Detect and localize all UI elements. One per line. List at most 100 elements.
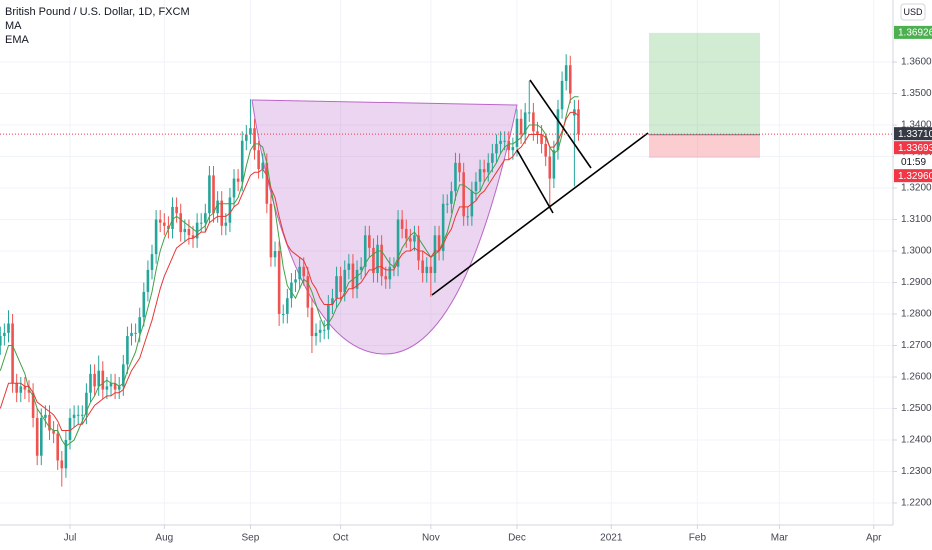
x-tick-label: 2021 — [600, 533, 623, 544]
trend-lines — [431, 79, 649, 296]
y-tick-label: 1.23000 — [901, 466, 932, 477]
candle-body — [380, 244, 383, 277]
candle-body — [437, 235, 441, 252]
candle-body — [253, 128, 256, 151]
y-tick-label: 1.31000 — [901, 214, 932, 225]
candle-body — [64, 439, 68, 469]
currency-button[interactable] — [900, 3, 926, 21]
candle-body — [294, 279, 297, 283]
candle-body — [302, 266, 306, 277]
candle-body — [388, 266, 392, 280]
y-tick-label: 1.28000 — [901, 309, 932, 320]
candle-body — [372, 247, 375, 274]
candle-body — [208, 175, 211, 214]
candle-body — [568, 65, 572, 94]
candle-body — [462, 172, 465, 217]
candle-body — [257, 150, 260, 170]
candle-body — [228, 197, 232, 223]
countdown-label: 01:59 — [901, 157, 926, 168]
candle-body — [286, 298, 289, 314]
price-tag — [894, 169, 932, 183]
candle-body — [19, 386, 23, 393]
price-tag — [894, 141, 932, 155]
candle-body — [519, 118, 523, 135]
candle-body — [396, 219, 400, 267]
candle-body — [556, 109, 560, 151]
candle-body — [76, 414, 80, 416]
candle-body — [499, 140, 502, 144]
candle-body — [261, 162, 265, 170]
candle-body — [363, 235, 367, 267]
candle-body — [183, 228, 187, 233]
price-tag-label: 1.33693 — [898, 143, 932, 154]
candle-body — [56, 433, 59, 461]
candle-body — [48, 414, 51, 431]
candle-body — [458, 162, 461, 173]
candle-body — [454, 162, 457, 192]
candle-body — [322, 329, 326, 331]
candle-body — [413, 235, 416, 242]
candle-body — [138, 317, 142, 333]
candle-body — [113, 383, 117, 390]
candle-body — [450, 191, 453, 204]
candle-body — [347, 263, 351, 270]
x-tick-label: Nov — [422, 533, 440, 544]
candle-body — [122, 364, 125, 387]
candle-body — [417, 235, 420, 261]
candle-body — [441, 203, 445, 252]
candle-body — [39, 417, 43, 456]
candle-body — [52, 430, 55, 434]
candle-body — [281, 313, 285, 315]
candle-body — [15, 383, 18, 393]
candle-body — [101, 370, 105, 390]
candle-body — [81, 414, 84, 416]
candle-body — [142, 291, 146, 318]
x-tick-label: Dec — [508, 533, 526, 544]
candle-body — [491, 153, 494, 163]
flag-line — [529, 79, 592, 169]
x-tick-label: Oct — [333, 533, 349, 544]
candle-body — [515, 118, 519, 148]
candle-body — [126, 336, 129, 365]
candle-body — [314, 332, 318, 337]
candle-body — [536, 131, 539, 135]
candle-body — [310, 307, 314, 337]
candle-body — [105, 386, 109, 390]
legend-entry: EMA — [5, 34, 30, 46]
candle-body — [212, 175, 215, 214]
currency-label[interactable]: USD — [903, 7, 923, 17]
candle-body — [400, 219, 404, 229]
y-tick-label: 1.29000 — [901, 277, 932, 288]
candle-body — [0, 336, 2, 346]
candle-body — [11, 323, 14, 384]
candle-body — [404, 228, 408, 239]
candle-body — [298, 266, 301, 280]
candle-body — [72, 414, 76, 418]
x-tick-label: Mar — [771, 533, 789, 544]
candle-body — [429, 266, 433, 274]
candle-body — [150, 254, 154, 270]
candle-body — [327, 304, 330, 330]
candle-body — [560, 80, 564, 110]
candle-body — [134, 332, 137, 334]
candle-body — [204, 213, 207, 223]
candle-body — [171, 206, 174, 229]
candle-body — [31, 392, 35, 418]
candle-body — [265, 162, 269, 204]
price-tag — [894, 127, 932, 141]
candle-body — [331, 298, 334, 305]
candle-body — [249, 128, 252, 135]
x-tick-label: Feb — [689, 533, 707, 544]
countdown-tag — [894, 155, 932, 169]
candle-body — [3, 332, 6, 337]
y-tick-label: 1.22000 — [901, 498, 932, 509]
y-tick-label: 1.36000 — [901, 57, 932, 68]
candle-body — [359, 266, 363, 270]
candle-body — [527, 112, 531, 114]
candle-body — [552, 150, 556, 179]
candle-body — [355, 269, 359, 289]
candle-body — [577, 109, 580, 135]
candle-body — [339, 276, 342, 292]
price-tag-label: 1.32960 — [898, 171, 932, 182]
candle-body — [540, 134, 543, 144]
